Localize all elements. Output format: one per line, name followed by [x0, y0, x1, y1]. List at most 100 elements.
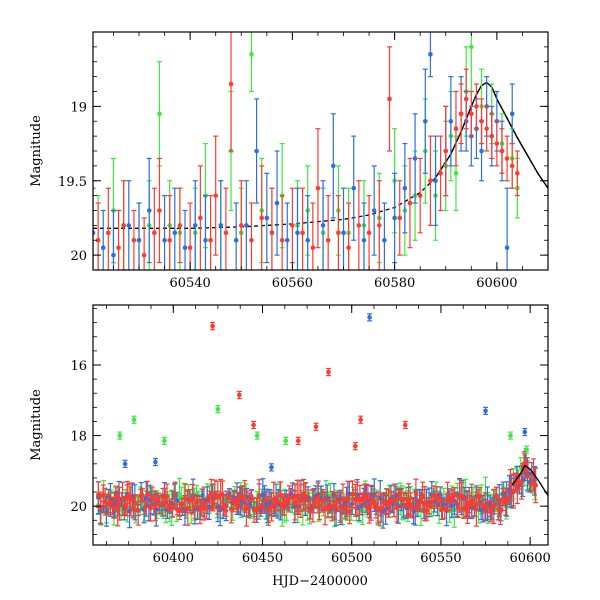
- top-data-point: [249, 237, 254, 243]
- bottom-data-point: [282, 502, 287, 508]
- bottom-data-point: [194, 499, 200, 505]
- top-panel: 60540 60560 60580 60600 19 19.5 20 Magnitude: [29, 31, 549, 291]
- bottom-data-point: [394, 505, 400, 511]
- bottom-data-point: [162, 499, 168, 505]
- bottom-outlier-point: [358, 417, 363, 423]
- bottom-data-point: [367, 505, 372, 511]
- bottom-outlier-point: [295, 438, 301, 444]
- bottom-data-point: [269, 504, 274, 510]
- top-data-point: [484, 126, 489, 131]
- top-data-point: [157, 111, 162, 117]
- top-data-point: [371, 208, 377, 213]
- bottom-data-point: [135, 508, 141, 513]
- top-data-point: [121, 223, 126, 228]
- bottom-data-point: [149, 495, 155, 501]
- bottom-outlier-point: [162, 438, 167, 444]
- top-data-point: [95, 237, 101, 243]
- top-data-point: [177, 223, 183, 228]
- top-data-point: [152, 230, 157, 236]
- bottom-data-point: [98, 505, 104, 511]
- bottom-data-point: [429, 499, 435, 504]
- bottom-data-point: [170, 505, 175, 511]
- bottom-outlier-point: [283, 438, 289, 444]
- top-ylabel: Magnitude: [29, 115, 44, 187]
- top-ytick-label: 19.5: [58, 175, 87, 190]
- top-data-point: [392, 215, 397, 221]
- top-data-point: [320, 223, 326, 228]
- bottom-outlier-point: [508, 433, 513, 438]
- bottom-data-point: [466, 501, 472, 507]
- bottom-data-point: [117, 501, 122, 507]
- bottom-panel-frame: [92, 304, 549, 546]
- top-xtick-label: 60540: [169, 276, 210, 291]
- bottom-outlier-point: [131, 417, 137, 423]
- bottom-data-point: [303, 493, 308, 499]
- bottom-outlier-point: [313, 424, 319, 430]
- top-data-point: [187, 245, 193, 250]
- bottom-data-point: [424, 508, 430, 513]
- bottom-data-point: [498, 509, 503, 514]
- bottom-data-point: [471, 501, 477, 507]
- bottom-data-point: [404, 502, 409, 507]
- bottom-outlier-point: [117, 433, 123, 438]
- top-data-point: [515, 171, 520, 176]
- bottom-data-point: [469, 498, 475, 503]
- bottom-data-point: [379, 505, 384, 511]
- bottom-data-point: [290, 494, 295, 500]
- bottom-data-point: [199, 506, 205, 511]
- bottom-data-point: [201, 501, 207, 506]
- top-data-point: [126, 223, 132, 228]
- bottom-data-point: [332, 503, 337, 509]
- bottom-data-point: [172, 491, 178, 497]
- bottom-data-point: [343, 506, 349, 511]
- top-data-point: [479, 118, 484, 124]
- bottom-data-point: [528, 482, 534, 487]
- bottom-data-point: [298, 498, 304, 504]
- top-data-point: [397, 215, 403, 221]
- bottom-data-point: [364, 496, 369, 501]
- bottom-data-point: [422, 501, 428, 507]
- top-model-curve-solid: [434, 81, 548, 189]
- bottom-data-point: [406, 498, 411, 503]
- top-data-point: [504, 156, 510, 161]
- top-data-point: [167, 237, 172, 243]
- top-data-point: [244, 223, 249, 228]
- bottom-data-point: [447, 498, 453, 503]
- bottom-data-point: [145, 491, 150, 497]
- bottom-data-point: [215, 495, 221, 500]
- bottom-data-point: [370, 499, 376, 505]
- top-data-point: [106, 230, 111, 236]
- top-data-point: [315, 185, 321, 191]
- top-data-point: [489, 133, 495, 139]
- top-data-point: [438, 171, 443, 176]
- bottom-data-point: [415, 503, 421, 508]
- top-data-point: [402, 185, 408, 191]
- top-data-point: [254, 148, 259, 154]
- bottom-data-point: [426, 503, 432, 508]
- top-data-point: [223, 230, 229, 236]
- bottom-ylabel: Magnitude: [29, 389, 44, 461]
- top-data-point: [192, 223, 198, 228]
- bottom-outlier-point: [122, 461, 128, 467]
- top-model-curve: [93, 81, 548, 229]
- bottom-data-point: [533, 483, 538, 488]
- bottom-data-point: [182, 495, 188, 501]
- bottom-data-point: [259, 504, 265, 509]
- top-data-point: [336, 230, 341, 236]
- top-data-point: [136, 237, 142, 243]
- top-data-point: [208, 237, 213, 243]
- bottom-data-point: [320, 498, 325, 504]
- top-data-point: [264, 215, 270, 221]
- bottom-outlier-point: [269, 465, 274, 470]
- top-data-point: [279, 237, 285, 243]
- bottom-data-point: [266, 508, 271, 514]
- bottom-outlier-point: [153, 459, 158, 465]
- bottom-outlier-point: [254, 433, 260, 438]
- bottom-data-point: [164, 494, 170, 499]
- top-data-point: [182, 245, 188, 250]
- top-data-point: [504, 245, 510, 250]
- bottom-data-point: [120, 496, 125, 502]
- top-data-point: [330, 163, 336, 169]
- bottom-data-point: [474, 506, 479, 512]
- top-data-point: [249, 52, 254, 57]
